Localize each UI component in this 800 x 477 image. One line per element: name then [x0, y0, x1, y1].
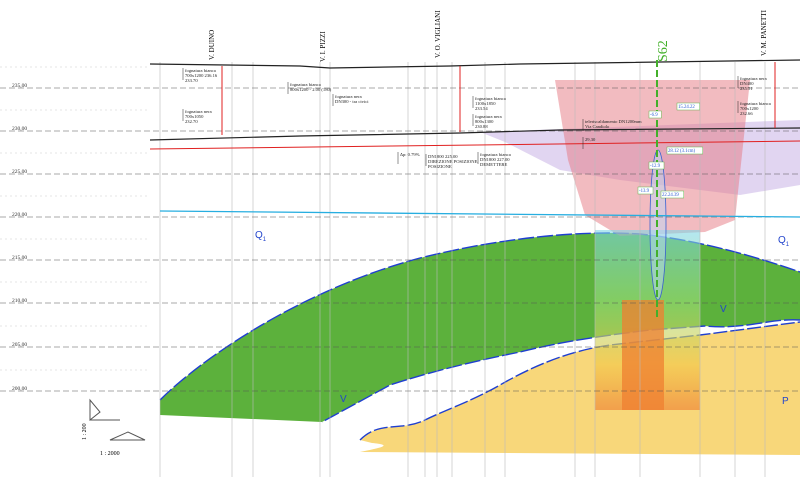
elevation-label: 220,00 [12, 212, 27, 218]
red-line [149, 140, 800, 150]
layer-label: V [340, 394, 347, 405]
annotation: fognatura bianca [290, 82, 321, 87]
annotation: 29,30 [585, 137, 596, 143]
annotation: DIREZIONE POSIZIONE [428, 159, 478, 164]
annotation: Via Candiolo [585, 124, 610, 129]
annotation: DN400 [740, 81, 754, 86]
elevation-label: 210,00 [12, 298, 27, 304]
layer-label-sub: 1 [786, 242, 790, 248]
pipe-line [149, 127, 800, 141]
layer-boundary [359, 321, 800, 441]
ground-line [149, 59, 800, 69]
layer-label-text: Q [255, 230, 263, 241]
layer-label-sub: 1 [263, 237, 267, 243]
annotation: DN1800 227.00 [480, 157, 510, 162]
elevation-label: 225,00 [12, 169, 27, 175]
scale-symbol [89, 398, 120, 422]
annotation: 233.70 [185, 78, 198, 83]
annotation: fognatura bianca [475, 96, 506, 101]
elevation-label: 205,00 [12, 342, 27, 348]
layer-label-text: V [720, 304, 727, 315]
street-label: V. O. VIGLIANI [434, 10, 442, 58]
annotation: fognatura nera [335, 94, 362, 99]
layer-label: P [782, 396, 789, 407]
borehole-reading: 15.24.22 [678, 105, 695, 110]
annotation: Δp: 0.79% [400, 152, 420, 157]
layer-label: V [720, 304, 727, 315]
elevation-label: 235,00 [12, 83, 27, 89]
scale-vertical: 1 : 200 [82, 423, 88, 440]
annotation: fognatura nera [740, 76, 767, 81]
annotation: 800x1200 - 2.00 (180) [290, 87, 332, 92]
annotation: DN300 - tra civici [335, 99, 369, 104]
plume-zone [555, 80, 750, 236]
layer-label-text: V [340, 394, 347, 405]
reading-box [660, 190, 684, 199]
annotation: 700x1200 [740, 106, 759, 111]
annotation: teleriscaldamento DN1200mm [585, 119, 642, 124]
borehole-reading: -12.9 [650, 164, 661, 169]
annotation: fognatura bianca [740, 101, 771, 106]
borehole-reading: 22.24.39 [662, 193, 679, 198]
layer-label: Q1 [778, 235, 790, 248]
annotation: fognatura nera [475, 114, 502, 119]
elevation-label: 200,00 [12, 386, 27, 392]
reading-box [648, 110, 662, 119]
annotation: POSIZIONE [428, 164, 452, 169]
reading-box [648, 161, 665, 170]
elevation-label: 215,00 [12, 255, 27, 261]
water-table [159, 210, 800, 218]
annotation: 800x1300 [475, 119, 494, 124]
annotation: DEMETTERE [480, 162, 507, 167]
layer-label: Q1 [255, 230, 267, 243]
street-label: V. DUINO [208, 30, 216, 60]
scale-symbol [109, 431, 146, 441]
borehole-reading: 28.12 (3.1cm) [668, 149, 695, 154]
reading-box [676, 102, 700, 111]
annotation: 233.54 [475, 106, 488, 111]
reading-box [666, 146, 703, 155]
borehole-reading: -6.9 [650, 113, 658, 118]
borehole-reading: -13.9 [639, 189, 650, 194]
annotation: fognatura nera [185, 109, 212, 114]
annotation: 700x1050 [185, 114, 204, 119]
layer-label-text: Q [778, 235, 786, 246]
layer-label-text: P [782, 396, 789, 407]
elevation-label: 230,00 [12, 126, 27, 132]
annotation: fognatura bianca [480, 152, 511, 157]
plume-zone [622, 300, 664, 410]
annotation: fognatura bianca [185, 68, 216, 73]
annotation: 235.51 [740, 86, 753, 91]
annotation: DN1800 225.00 [428, 154, 458, 159]
annotation: 230.88 [475, 124, 488, 129]
annotation: 232.66 [740, 111, 753, 116]
layer-boundary [159, 232, 800, 423]
street-label: V. I. PIZZI [319, 31, 327, 62]
scale-horizontal: 1 : 2000 [100, 451, 120, 457]
street-label: V. M. PANETTI [760, 9, 768, 56]
annotation: 1100x1850 [475, 101, 496, 106]
reading-box [637, 186, 654, 195]
annotation: 232.70 [185, 119, 198, 124]
borehole-label: S62 [656, 40, 671, 62]
annotation: 700x1200 236.16 [185, 73, 218, 78]
